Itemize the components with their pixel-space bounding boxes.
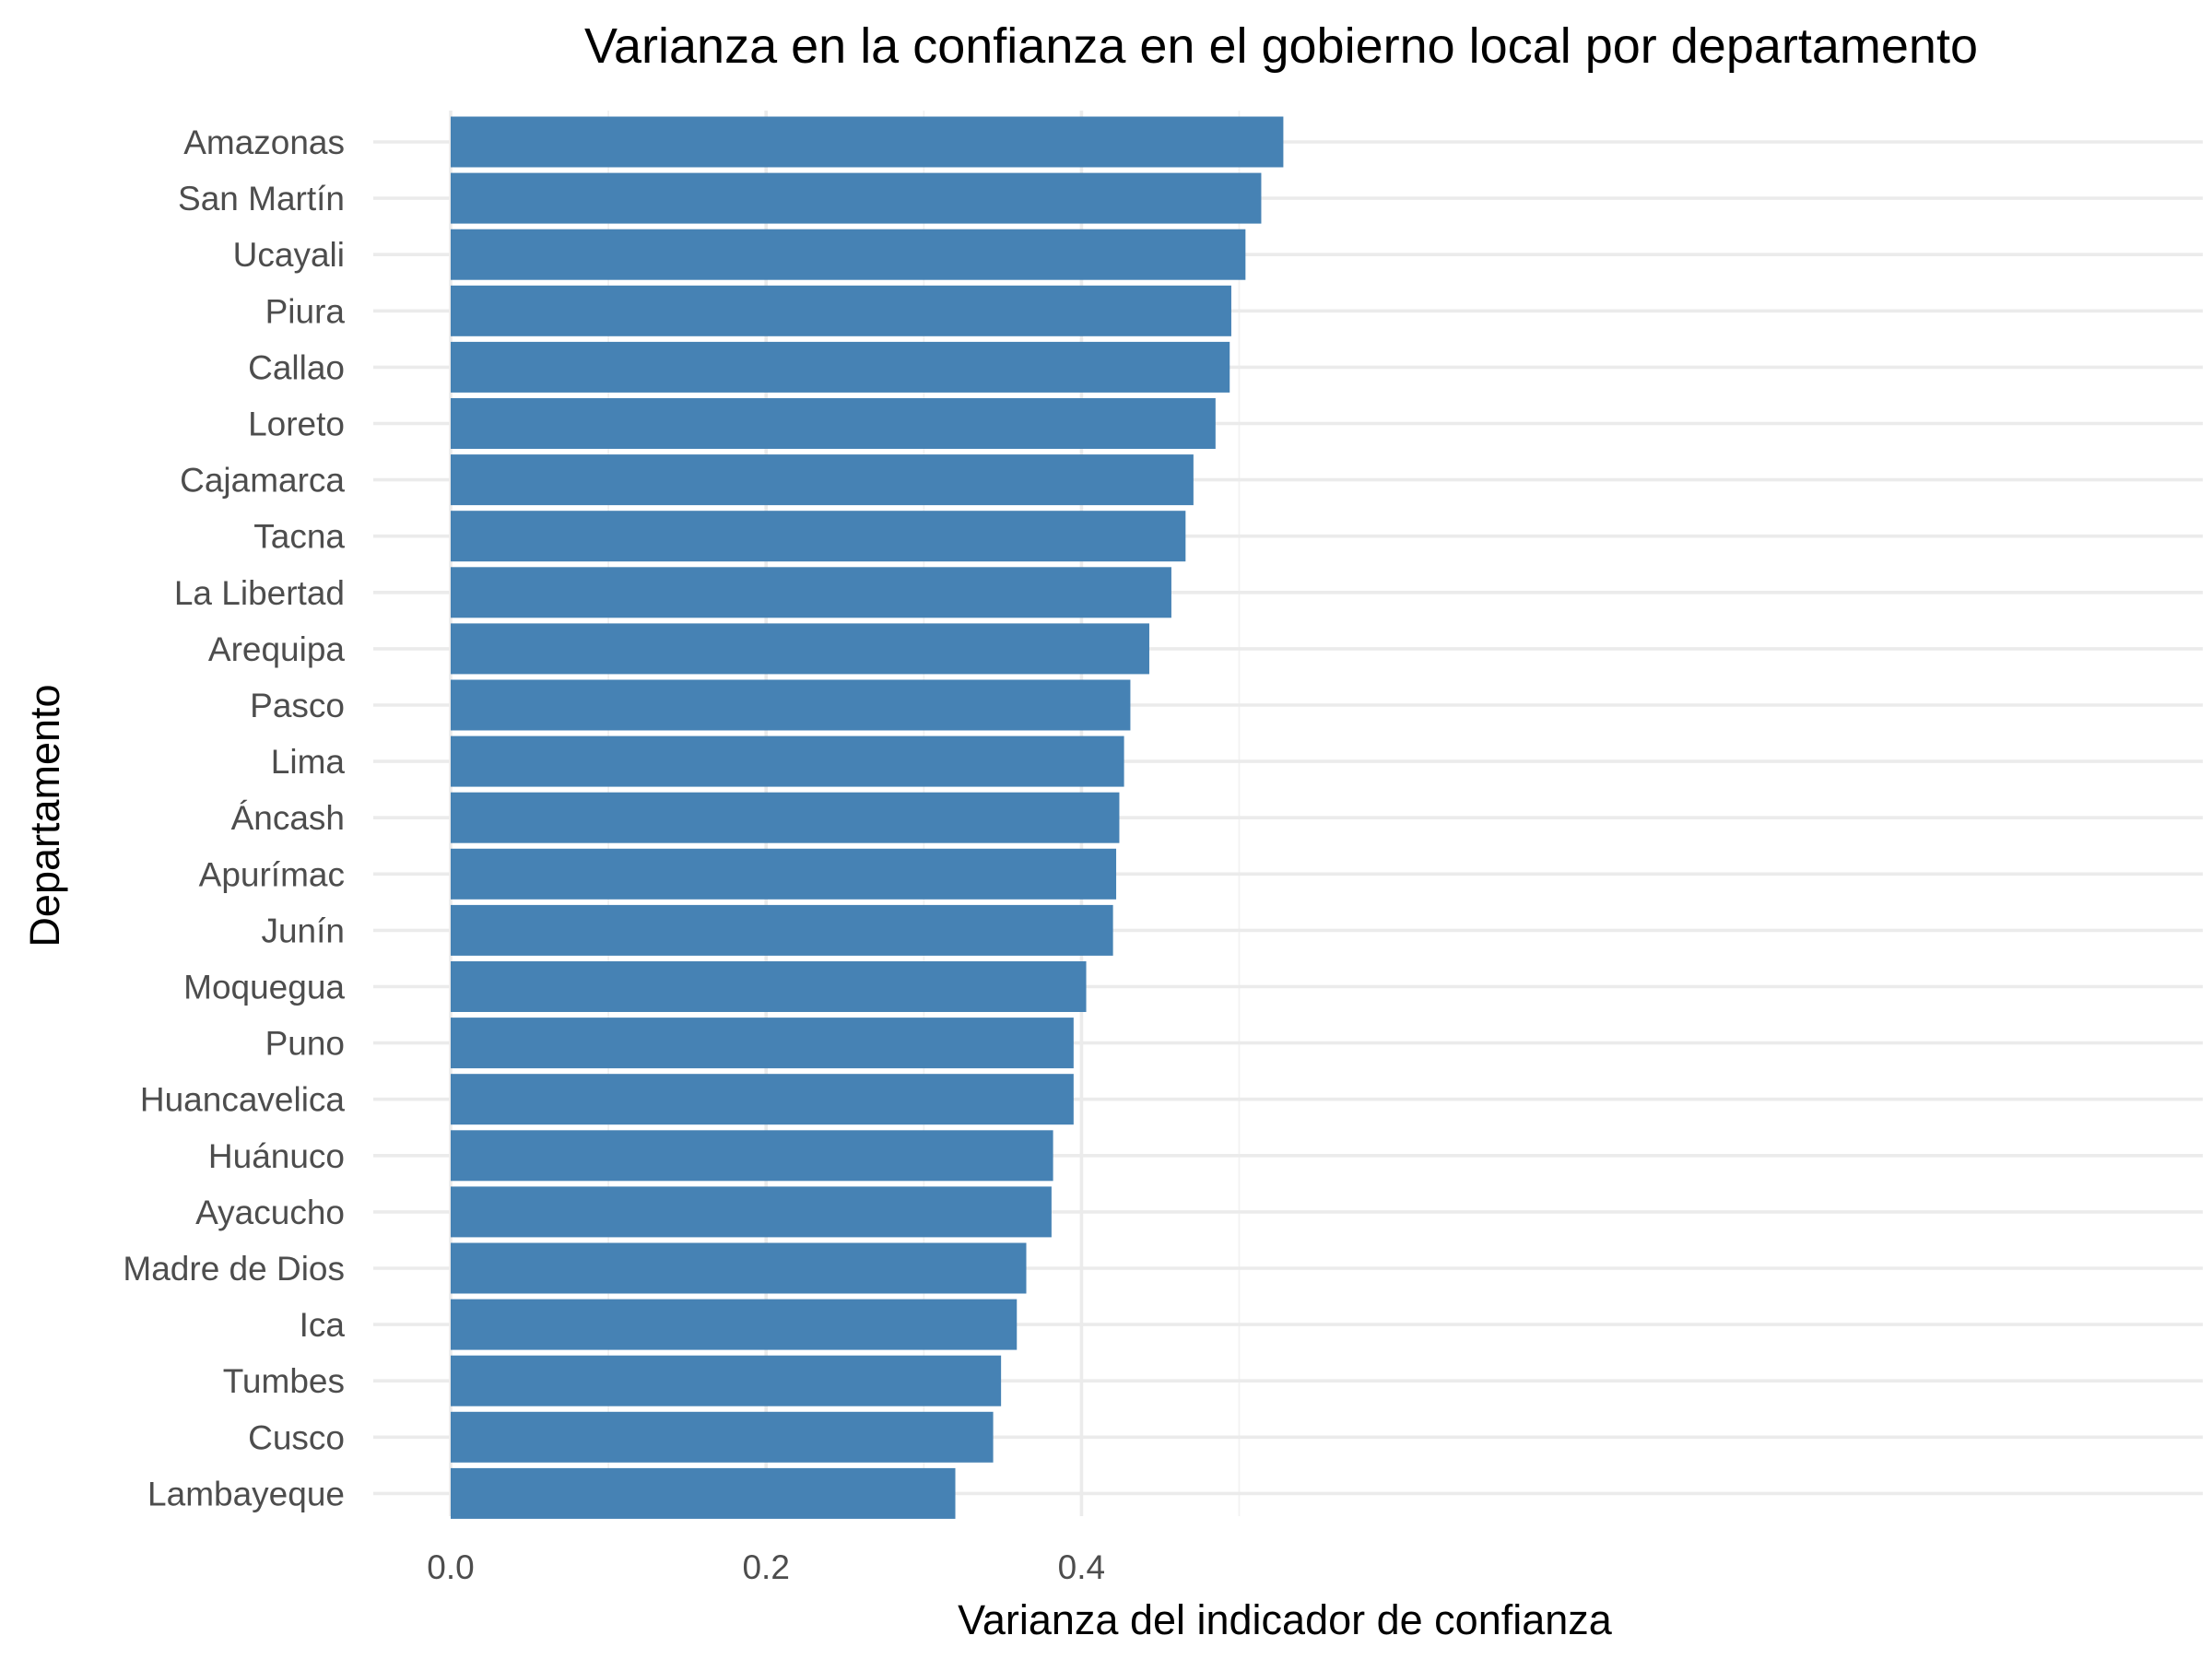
- y-tick-label: Callao: [248, 348, 345, 386]
- bar: [451, 172, 1262, 224]
- bar: [451, 1018, 1074, 1069]
- y-tick-label: Pasco: [250, 687, 345, 724]
- bars: [451, 116, 1284, 1519]
- y-tick-label: Áncash: [231, 799, 345, 837]
- x-tick-label: 0.4: [1058, 1548, 1105, 1586]
- x-axis-title: Varianza del indicador de confianza: [958, 1596, 1613, 1643]
- bar: [451, 679, 1131, 731]
- bar: [451, 567, 1171, 618]
- y-tick-label: Huánuco: [208, 1137, 345, 1175]
- y-tick-label: Piura: [265, 292, 346, 330]
- bar: [451, 511, 1186, 562]
- bar: [451, 1355, 1002, 1406]
- bar: [451, 1186, 1052, 1238]
- y-tick-label: Madre de Dios: [123, 1250, 345, 1288]
- y-axis-title: Departamento: [21, 684, 68, 947]
- y-tick-label: Ayacucho: [195, 1194, 345, 1231]
- bar: [451, 904, 1113, 956]
- x-tick-label: 0.2: [742, 1548, 789, 1586]
- bar: [451, 1074, 1074, 1125]
- bar: [451, 229, 1246, 280]
- y-tick-label: Apurímac: [199, 855, 345, 893]
- y-tick-label: Tumbes: [223, 1362, 345, 1400]
- bar: [451, 398, 1216, 449]
- chart-title: Varianza en la confianza en el gobierno …: [584, 18, 1978, 74]
- x-tick-labels: 0.0 0.2 0.4: [427, 1548, 1105, 1586]
- bar: [451, 1130, 1053, 1182]
- bar: [451, 1411, 994, 1463]
- bar: [451, 454, 1194, 506]
- y-tick-label: Junín: [261, 912, 345, 949]
- bar: [451, 848, 1117, 900]
- bar: [451, 1299, 1018, 1350]
- y-tick-label: Moquegua: [183, 969, 345, 1006]
- bar: [451, 735, 1124, 787]
- y-tick-label: Cajamarca: [180, 462, 345, 500]
- y-tick-label: Ica: [300, 1306, 346, 1344]
- bar: [451, 116, 1284, 168]
- bar: [451, 285, 1231, 336]
- bar: [451, 1242, 1027, 1294]
- y-tick-label: Loreto: [248, 406, 345, 443]
- y-tick-label: La Libertad: [174, 574, 345, 612]
- y-tick-label: Ucayali: [233, 236, 345, 274]
- y-tick-label: Cusco: [248, 1418, 345, 1456]
- y-tick-label: Tacna: [253, 518, 345, 556]
- y-tick-label: San Martín: [178, 180, 345, 218]
- y-tick-label: Arequipa: [208, 630, 346, 668]
- y-tick-label: Lambayeque: [147, 1475, 345, 1512]
- y-tick-label: Lima: [271, 743, 346, 781]
- bar: [451, 792, 1120, 843]
- y-tick-label: Huancavelica: [140, 1081, 346, 1119]
- y-tick-labels: Amazonas San Martín Ucayali Piura Callao Lore…: [123, 124, 345, 1512]
- y-tick-label: Amazonas: [183, 124, 345, 161]
- bar: [451, 341, 1230, 393]
- bar: [451, 961, 1087, 1012]
- y-tick-label: Puno: [265, 1025, 345, 1063]
- bar: [451, 623, 1149, 675]
- bar: [451, 1467, 956, 1519]
- x-tick-label: 0.0: [427, 1548, 474, 1586]
